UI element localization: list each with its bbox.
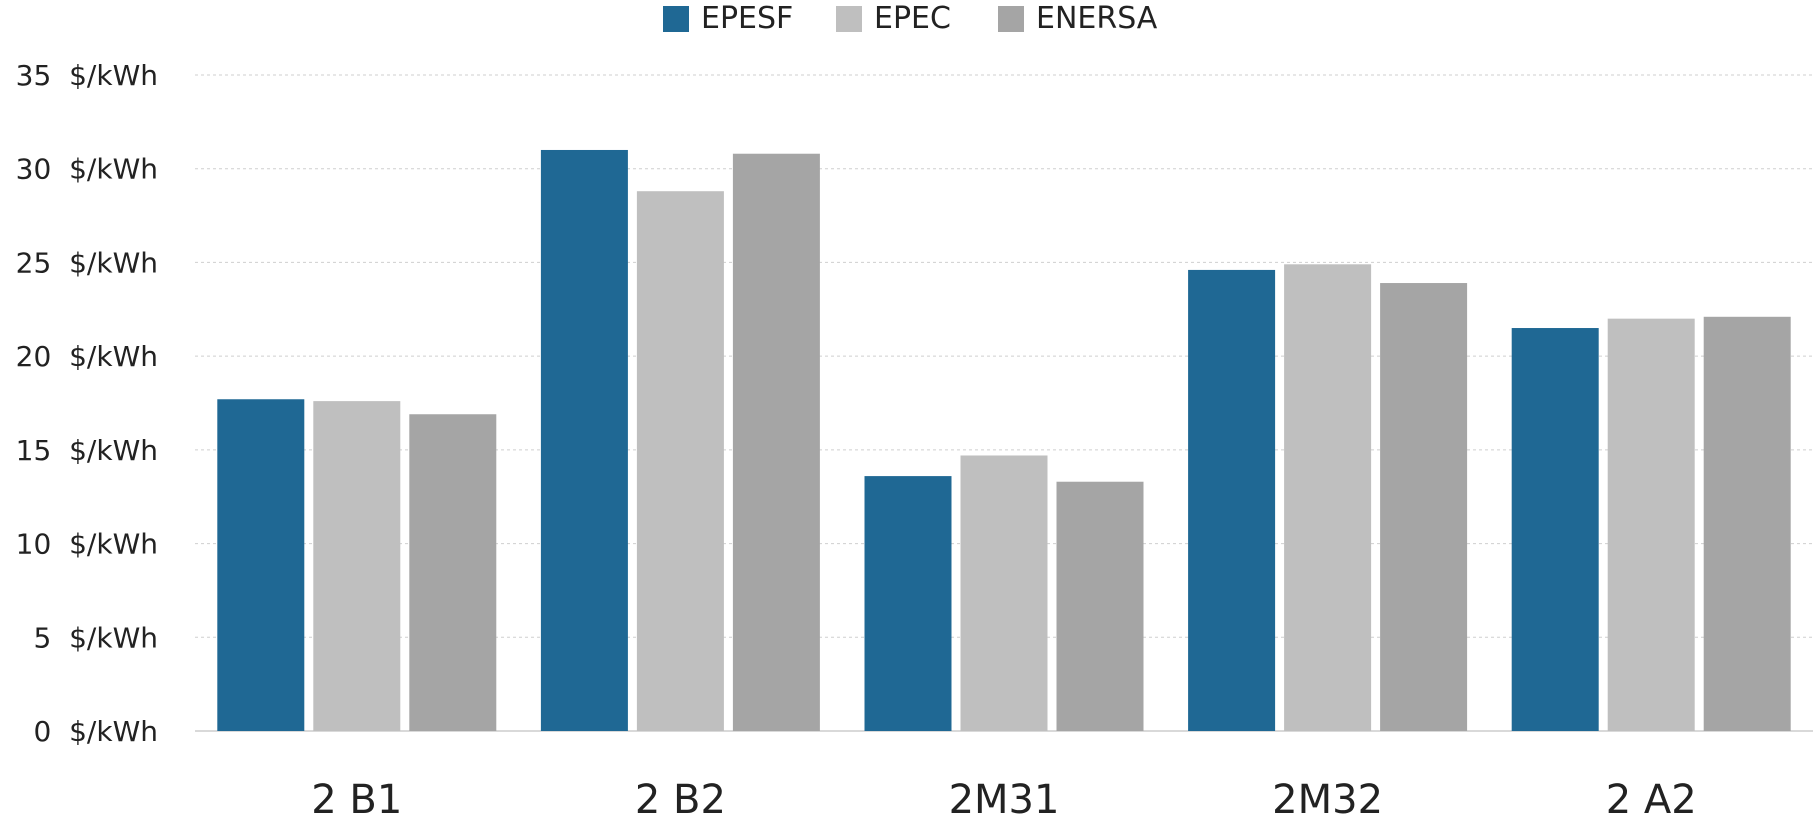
bar-epec-1 xyxy=(636,191,724,732)
x-tick-label: 2 B2 xyxy=(635,777,726,820)
y-tick-label: 35 $/kWh xyxy=(16,59,158,92)
legend-item-enersa: ENERSA xyxy=(998,2,1157,36)
bar-epesf-0 xyxy=(217,399,305,731)
bar-enersa-0 xyxy=(409,414,497,731)
legend-item-epec: EPEC xyxy=(836,2,951,36)
y-tick-label: 15 $/kWh xyxy=(16,434,158,467)
legend-item-epesf: EPESF xyxy=(663,2,793,36)
bar-enersa-1 xyxy=(732,153,820,732)
bar-enersa-3 xyxy=(1380,283,1468,731)
legend-label: EPEC xyxy=(874,1,951,36)
legend-label: EPESF xyxy=(701,1,794,36)
legend-swatch xyxy=(836,6,862,32)
x-axis: 2 B1 2 B2 2M31 2M32 2 A2 xyxy=(311,777,1696,820)
legend-swatch xyxy=(663,6,689,32)
y-axis: 0 $/kWh 5 $/kWh 10 $/kWh 15 $/kWh 20 $/kWh 25… xyxy=(16,59,158,748)
y-tick-label: 25 $/kWh xyxy=(16,246,158,279)
legend-swatch xyxy=(998,6,1024,32)
bar-epec-0 xyxy=(313,401,401,731)
bar-epesf-4 xyxy=(1511,328,1599,731)
bar-epesf-3 xyxy=(1188,269,1276,731)
bar-epesf-2 xyxy=(864,476,952,731)
y-tick-label: 0 $/kWh xyxy=(33,715,158,748)
y-tick-label: 5 $/kWh xyxy=(33,621,158,654)
y-tick-label: 20 $/kWh xyxy=(16,340,158,373)
bar-epec-3 xyxy=(1284,264,1372,731)
bar-enersa-4 xyxy=(1703,316,1791,731)
chart-legend: EPESF EPEC ENERSA xyxy=(0,0,1813,40)
x-tick-label: 2 B1 xyxy=(311,777,402,820)
x-tick-label: 2M31 xyxy=(949,777,1060,820)
bars xyxy=(217,149,1791,732)
bar-epec-4 xyxy=(1607,318,1695,731)
bar-enersa-2 xyxy=(1056,481,1144,731)
y-tick-label: 30 $/kWh xyxy=(16,153,158,186)
y-tick-label: 10 $/kWh xyxy=(16,528,158,561)
x-tick-label: 2 A2 xyxy=(1606,777,1697,820)
bar-epec-2 xyxy=(960,455,1048,731)
bar-epesf-1 xyxy=(540,149,628,731)
legend-label: ENERSA xyxy=(1036,1,1158,36)
x-tick-label: 2M32 xyxy=(1272,777,1383,820)
